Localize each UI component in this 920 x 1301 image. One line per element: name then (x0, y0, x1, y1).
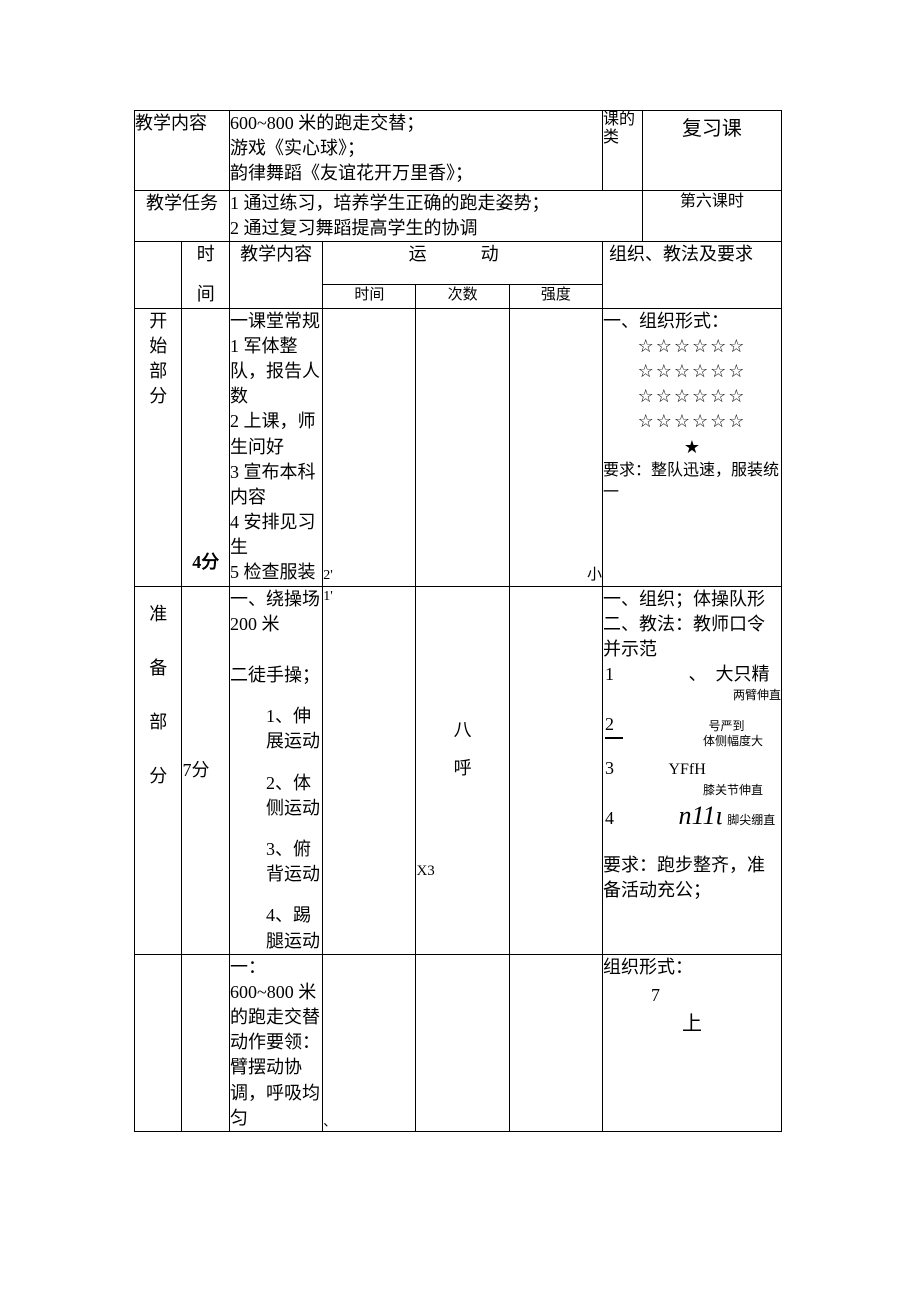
prep-strength (509, 586, 602, 954)
prep-org-text: 号严到 (618, 719, 744, 733)
prep-exercise-item: 2、体侧运动 (230, 771, 322, 821)
start-strength: 小 (509, 308, 602, 586)
prep-content-line: 二徒手操； (230, 663, 322, 688)
phase-prep: 准备部分 (135, 586, 182, 954)
start-org-title: 一、组织形式： (603, 309, 781, 334)
prep-count: 八 呼 X3 (416, 586, 509, 954)
star-row: ☆☆☆☆☆☆ (603, 334, 781, 359)
star-row: ☆☆☆☆☆☆ (603, 384, 781, 409)
start-duration: 2' (323, 308, 416, 586)
start-content-title: 一课堂常规 (230, 309, 322, 334)
prep-exercise-item: 1、伸展运动 (230, 704, 322, 754)
prep-org: 一、组织；体操队形 二、教法：教师口令并示范 1 、 大只精 两臂伸直 2 号严… (602, 586, 781, 954)
star-row: ☆☆☆☆☆☆ (603, 359, 781, 384)
subhead-org: 组织、教法及要求 (602, 242, 781, 308)
phase-main (135, 954, 182, 1131)
subhead-blank (135, 242, 182, 308)
main-strength (509, 954, 602, 1131)
main-org: 组织形式： 上 (602, 954, 781, 1131)
subhead-content: 教学内容 (229, 242, 322, 308)
start-content-item: 4 安排见习生 (230, 510, 322, 560)
class-type-value: 复习课 (642, 111, 781, 191)
label-teaching-content: 教学内容 (135, 111, 230, 191)
teaching-content-line: 游戏《实心球》； (230, 136, 602, 161)
lesson-plan-table: 教学内容 600~800 米的跑走交替； 游戏《实心球》； 韵律舞蹈《友谊花开万… (134, 110, 782, 1132)
prep-org-sub: 膝关节伸直 (603, 782, 781, 799)
teaching-task-line: 1 通过练习，培养学生正确的跑走姿势； (230, 191, 642, 216)
main-org-char: 上 (603, 1010, 781, 1038)
teaching-content-cell: 600~800 米的跑走交替； 游戏《实心球》； 韵律舞蹈《友谊花开万里香》； (229, 111, 602, 191)
phase-start: 开始部分 (135, 308, 182, 586)
prep-org-sub: 两臂伸直 (603, 687, 781, 704)
prep-duration: 1' (323, 586, 416, 954)
prep-org-num: 3 (605, 758, 614, 778)
prep-content-line: 一、绕操场 200 米 (230, 587, 322, 637)
teacher-star: ★ (603, 435, 781, 460)
prep-time: 7分 (182, 586, 229, 954)
main-org-title: 组织形式： (603, 955, 781, 980)
main-content-line: 动作要领：臂摆动协调，呼吸均匀 (230, 1030, 322, 1131)
prep-org-line: 一、组织；体操队形 (603, 587, 781, 612)
star-row: ☆☆☆☆☆☆ (603, 409, 781, 434)
main-content: 一：600~800 米的跑走交替 动作要领：臂摆动协调，呼吸均匀 (229, 954, 322, 1131)
prep-org-line: 二、教法：教师口令并示范 (603, 612, 781, 662)
teaching-task-cell: 1 通过练习，培养学生正确的跑走姿势； 2 通过复习舞蹈提高学生的协调 (229, 191, 642, 242)
main-duration: 、 (323, 954, 416, 1131)
teaching-content-line: 韵律舞蹈《友谊花开万里香》； (230, 161, 602, 186)
start-content-item: 5 检查服装 (230, 560, 322, 585)
prep-org-num: 4 (605, 808, 614, 828)
main-content-title: 一：600~800 米的跑走交替 (230, 955, 322, 1031)
lesson-number: 第六课时 (642, 191, 781, 242)
start-content-item: 1 军体整队，报告人数 (230, 334, 322, 410)
prep-count-line: 八 (416, 718, 508, 743)
prep-org-sub: 脚尖绷直 (727, 813, 775, 827)
start-time: 4分 (182, 308, 229, 586)
label-class-type: 课的类 (602, 111, 642, 191)
start-org-req: 要求：整队迅速，服装统一 (603, 460, 781, 505)
prep-count-line: 呼 (416, 756, 508, 781)
prep-exercise-item: 4、踢腿运动 (230, 903, 322, 953)
prep-org-text: YFfH (618, 761, 705, 778)
main-time (182, 954, 229, 1131)
start-content-item: 2 上课，师生问好 (230, 409, 322, 459)
subhead-count-col: 次数 (416, 285, 509, 308)
start-content: 一课堂常规 1 军体整队，报告人数 2 上课，师生问好 3 宣布本科内容 4 安… (229, 308, 322, 586)
prep-count-line: X3 (416, 861, 508, 882)
label-teaching-task: 教学任务 (135, 191, 230, 242)
lesson-plan-page: 教学内容 600~800 米的跑走交替； 游戏《实心球》； 韵律舞蹈《友谊花开万… (0, 0, 920, 1301)
prep-org-text: n11ι (618, 801, 722, 830)
prep-org-num: 1 (605, 664, 614, 684)
subhead-strength-col: 强度 (509, 285, 602, 308)
page-number: 7 (651, 985, 660, 1006)
subhead-movement: 运 动 (323, 242, 603, 285)
teaching-task-line: 2 通过复习舞蹈提高学生的协调 (230, 216, 642, 241)
teaching-content-line: 600~800 米的跑走交替； (230, 111, 602, 136)
prep-org-text: 、 大只精 (618, 664, 769, 684)
start-content-item: 3 宣布本科内容 (230, 460, 322, 510)
start-count (416, 308, 509, 586)
subhead-time: 时 间 (182, 242, 229, 308)
main-count (416, 954, 509, 1131)
start-org: 一、组织形式： ☆☆☆☆☆☆ ☆☆☆☆☆☆ ☆☆☆☆☆☆ ☆☆☆☆☆☆ ★ 要求… (602, 308, 781, 586)
prep-org-num: 2 (605, 714, 614, 734)
prep-org-req: 要求：跑步整齐，准备活动充公； (603, 853, 781, 903)
subhead-time-col: 时间 (323, 285, 416, 308)
prep-content: 一、绕操场 200 米 二徒手操； 1、伸展运动 2、体侧运动 3、俯背运动 4… (229, 586, 322, 954)
prep-exercise-item: 3、俯背运动 (230, 837, 322, 887)
